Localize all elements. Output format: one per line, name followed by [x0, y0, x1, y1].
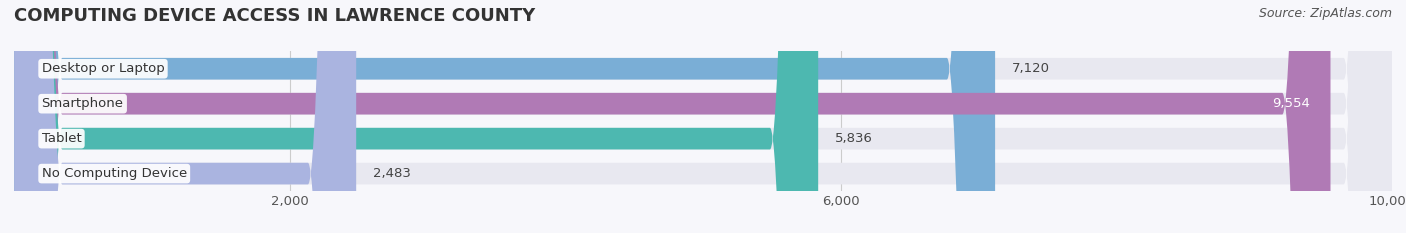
- Text: Tablet: Tablet: [42, 132, 82, 145]
- Text: 2,483: 2,483: [373, 167, 411, 180]
- FancyBboxPatch shape: [14, 0, 1392, 233]
- Text: COMPUTING DEVICE ACCESS IN LAWRENCE COUNTY: COMPUTING DEVICE ACCESS IN LAWRENCE COUN…: [14, 7, 536, 25]
- Text: No Computing Device: No Computing Device: [42, 167, 187, 180]
- Text: Desktop or Laptop: Desktop or Laptop: [42, 62, 165, 75]
- FancyBboxPatch shape: [14, 0, 1392, 233]
- FancyBboxPatch shape: [14, 0, 1392, 233]
- FancyBboxPatch shape: [14, 0, 1392, 233]
- Text: 5,836: 5,836: [835, 132, 873, 145]
- Text: 7,120: 7,120: [1012, 62, 1050, 75]
- FancyBboxPatch shape: [14, 0, 995, 233]
- Text: 9,554: 9,554: [1272, 97, 1310, 110]
- FancyBboxPatch shape: [14, 0, 356, 233]
- Text: Smartphone: Smartphone: [42, 97, 124, 110]
- Text: Source: ZipAtlas.com: Source: ZipAtlas.com: [1258, 7, 1392, 20]
- FancyBboxPatch shape: [14, 0, 818, 233]
- FancyBboxPatch shape: [14, 0, 1330, 233]
